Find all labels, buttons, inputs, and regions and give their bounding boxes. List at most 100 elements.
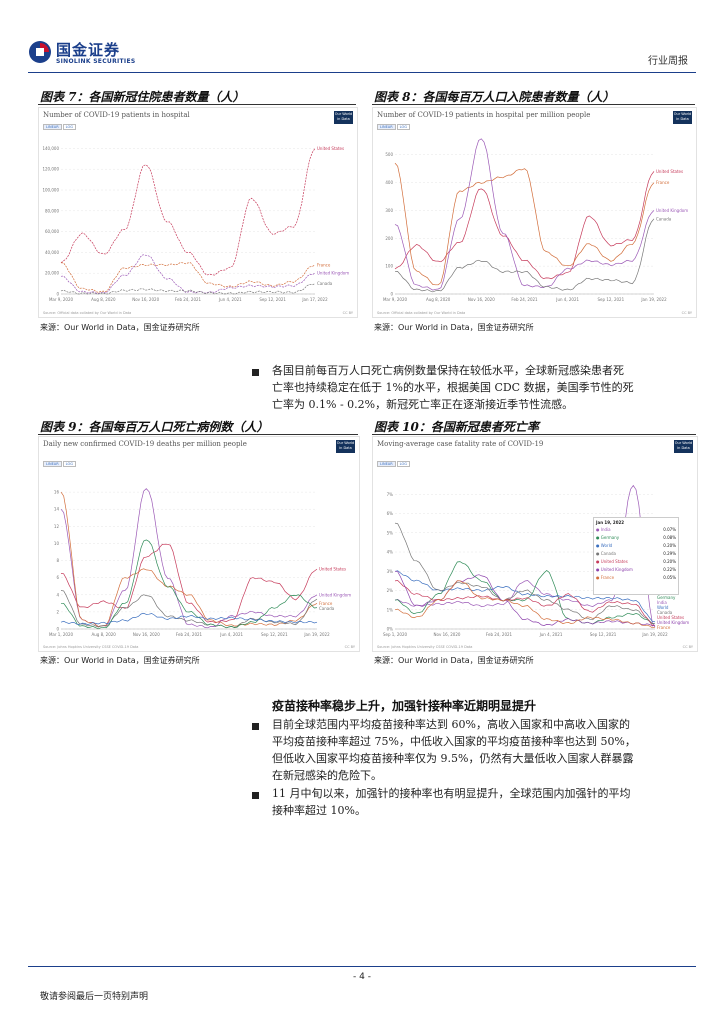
x-tick-label: Feb 24, 2021: [175, 297, 202, 302]
tab-linear[interactable]: LINEAR: [43, 124, 62, 130]
tab-log[interactable]: LOG: [62, 124, 76, 130]
legend-label: United Kingdom: [657, 620, 689, 625]
x-tick-label: Jan 19, 2022: [303, 632, 330, 637]
tooltip-row: ● France 0.05%: [596, 574, 676, 582]
y-tick-label: 14: [54, 507, 60, 512]
tooltip-series-value: 0.20%: [663, 559, 676, 564]
scale-tabs: LINEAR LOG: [43, 124, 77, 130]
series-line-united-kingdom: [394, 138, 655, 291]
x-tick-label: Aug 8, 2020: [426, 297, 451, 302]
chart-plot: 0 2 4 6 8 10 12 14 16 Mar 1, 2020 Aug 8, 2020 Nov 1…: [49, 488, 351, 637]
tooltip-series-name: ● United Kingdom: [596, 567, 633, 572]
series-line-germany: [394, 561, 656, 625]
y-tick-label: 8: [56, 558, 59, 563]
x-tick-label: Sep 1, 2020: [383, 632, 408, 637]
paragraph-line: 目前全球范围内平均疫苗接种率达到 60%，高收入国家和中高收入国家的: [272, 718, 630, 731]
series-line-united-kingdom: [60, 254, 316, 295]
y-tick-label: 5%: [387, 530, 394, 535]
tab-log[interactable]: LOG: [62, 461, 76, 467]
tooltip-row: ● India 0.07%: [596, 526, 676, 534]
y-tick-label: 40,000: [45, 250, 59, 255]
series-line-world: [60, 612, 318, 625]
figure-10-title: 图表 10：各国新冠患者死亡率: [374, 420, 539, 434]
y-tick-label: 200: [385, 236, 393, 241]
license-label: CC BY: [681, 311, 692, 315]
tab-log[interactable]: LOG: [396, 461, 410, 467]
y-tick-label: 0%: [387, 627, 394, 632]
chart-heading: Number of COVID-19 patients in hospital: [43, 111, 190, 119]
y-tick-label: 80,000: [45, 208, 59, 213]
legend-label: France: [317, 262, 331, 267]
owid-logo: Our World in Data: [674, 440, 693, 453]
x-tick-label: Mar 9, 2020: [49, 297, 74, 302]
section-heading: 疫苗接种率稳步上升，加强针接种率近期明显提升: [272, 699, 537, 713]
tooltip-rows: ● India 0.07% ● Germany 0.08% ● World 0.20% ● …: [596, 526, 676, 582]
y-tick-label: 6: [56, 575, 59, 580]
legend-label: United States: [319, 567, 346, 572]
series-line-united-states: [394, 171, 655, 280]
figure-9-source: 来源：Our World in Data，国金证券研究所: [40, 656, 200, 665]
y-tick-label: 16: [54, 490, 60, 495]
legend-label: United States: [317, 146, 344, 151]
x-tick-label: Sep 12, 2021: [259, 297, 286, 302]
chart-plot: 0 100 200 300 400 500 Mar 9, 2020 Aug 8, 2020 No…: [383, 138, 688, 302]
x-tick-label: Feb 24, 2021: [511, 297, 538, 302]
paragraph-line: 各国目前每百万人口死亡病例数量保持在较低水平，全球新冠感染患者死: [272, 364, 624, 377]
series-line-france: [60, 262, 316, 293]
tooltip-series-name: ● India: [596, 527, 611, 532]
x-tick-label: Nov 16, 2020: [132, 297, 159, 302]
y-tick-label: 0: [56, 292, 59, 297]
y-tick-label: 12: [54, 524, 60, 529]
series-line-germany: [61, 539, 318, 630]
tooltip-series-name: ● France: [596, 575, 615, 580]
x-tick-label: Jun 4, 2021: [539, 632, 563, 637]
figure-8-chart: Number of COVID-19 patients in hospital …: [372, 107, 697, 318]
x-tick-label: Jun 4, 2021: [219, 632, 243, 637]
tab-linear[interactable]: LINEAR: [43, 461, 62, 467]
y-tick-label: 2: [56, 609, 59, 614]
chart-footer: Source: Official data collated by Our Wo…: [43, 311, 132, 315]
scale-tabs: LINEAR LOG: [377, 461, 411, 467]
legend-label: United Kingdom: [656, 208, 688, 213]
paragraph-line: 11 月中旬以来，加强针的接种率也有明显提升，全球范围内加强针的平均: [272, 787, 631, 800]
bullet-vaccination: 目前全球范围内平均疫苗接种率达到 60%，高收入国家和中高收入国家的 平均疫苗接…: [272, 716, 702, 784]
tooltip-row: ● United Kingdom 0.22%: [596, 566, 676, 574]
chart-footer: Source: Johns Hopkins University CSSE CO…: [377, 645, 473, 649]
tooltip-series-name: ● Germany: [596, 535, 620, 540]
chart-heading: Number of COVID-19 patients in hospital …: [377, 111, 591, 119]
bullet-marker: [252, 723, 259, 730]
chart-heading: Daily new confirmed COVID-19 deaths per …: [43, 440, 247, 448]
paragraph-line: 平均疫苗接种率超过 75%，中低收入国家的平均疫苗接种率也达到 50%，: [272, 735, 636, 748]
x-tick-label: Aug 8, 2020: [91, 297, 116, 302]
series-line-united-kingdom: [60, 488, 318, 629]
chart-heading: Moving-average case fatality rate of COV…: [377, 440, 544, 448]
paragraph-line: 亡率也持续稳定在低于 1%的水平，根据美国 CDC 数据，美国季节性的死: [272, 381, 634, 394]
series-line-france: [394, 162, 655, 286]
tab-linear[interactable]: LINEAR: [377, 461, 396, 467]
chart-plot: 0 20,000 40,000 60,000 80,000 100,000 120,000 1…: [42, 146, 349, 302]
tooltip-series-value: 0.08%: [663, 535, 676, 540]
tooltip-series-value: 0.20%: [663, 543, 676, 548]
y-tick-label: 300: [385, 208, 393, 213]
series-line-united-states: [60, 148, 316, 276]
tooltip-series-name: ● World: [596, 543, 613, 548]
x-tick-label: Mar 9, 2020: [383, 297, 408, 302]
figure-7-source: 来源：Our World in Data，国金证券研究所: [40, 323, 200, 332]
x-tick-label: Jun 4, 2021: [555, 297, 579, 302]
figure-8-title: 图表 8：各国每百万人口入院患者数量（人）: [374, 90, 615, 104]
legend-label: Germany: [657, 595, 676, 600]
figure-7-title: 图表 7：各国新冠住院患者数量（人）: [40, 90, 245, 104]
tab-log[interactable]: LOG: [396, 124, 410, 130]
tooltip-row: ● Canada 0.29%: [596, 550, 676, 558]
y-tick-label: 20,000: [45, 271, 59, 276]
owid-logo: Our World in Data: [673, 111, 692, 124]
logo-icon: [28, 40, 52, 64]
legend-label: Canada: [657, 610, 673, 615]
legend-label: Canada: [319, 606, 335, 611]
x-tick-label: Nov 16, 2020: [133, 632, 160, 637]
tab-linear[interactable]: LINEAR: [377, 124, 396, 130]
figure-9-rule: [38, 434, 358, 435]
x-tick-label: Jun 4, 2021: [218, 297, 242, 302]
y-tick-label: 4%: [387, 550, 394, 555]
tooltip-series-value: 0.29%: [663, 551, 676, 556]
